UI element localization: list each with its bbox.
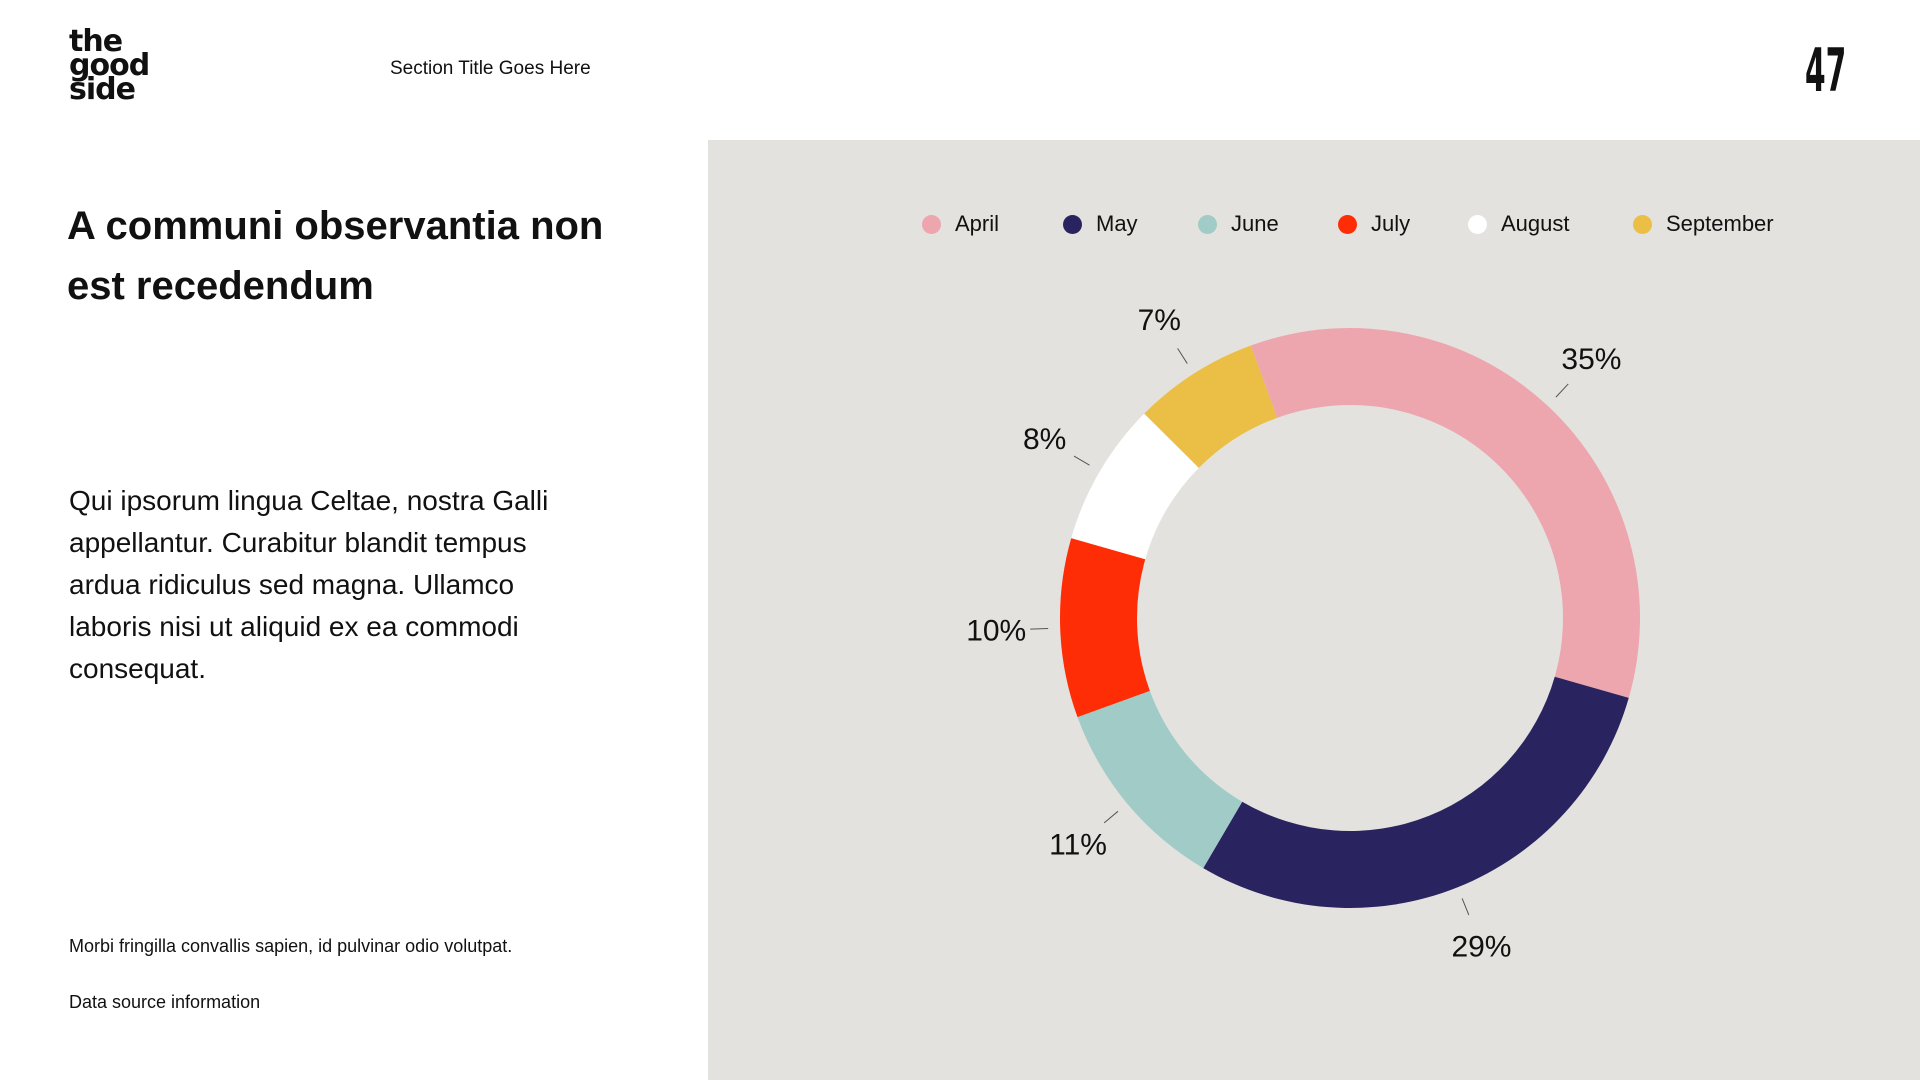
legend-item-june: June — [1198, 204, 1279, 244]
data-label-july: 10% — [966, 614, 1026, 647]
logo-line-the: the — [69, 24, 123, 59]
legend-label-april: April — [955, 211, 1000, 236]
body-text: Qui ipsorum lingua Celtae, nostra Galli … — [69, 485, 549, 684]
data-label-august: 8% — [1023, 423, 1066, 456]
leader-line-april — [1555, 383, 1569, 398]
data-label-april: 35% — [1561, 343, 1621, 376]
leader-line-may — [1461, 898, 1470, 916]
logo-line-side: side — [69, 72, 136, 107]
legend-item-april: April — [922, 204, 999, 244]
donut-slice-june — [1077, 690, 1243, 869]
footnote: Morbi fringilla convallis sapien, id pul… — [69, 936, 513, 956]
legend-label-july: July — [1371, 211, 1411, 236]
leader-line-september — [1177, 348, 1188, 364]
headline: A communi observantia non est recedendum — [67, 204, 604, 308]
logo-line-good: good — [69, 48, 150, 83]
legend-swatch-august — [1468, 214, 1487, 234]
data-label-september: 7% — [1138, 304, 1181, 337]
legend-item-july: July — [1338, 204, 1410, 244]
legend-swatch-april — [922, 214, 941, 234]
donut-slice-may — [1203, 676, 1629, 908]
legend-label-june: June — [1231, 211, 1279, 236]
legend-label-may: May — [1096, 211, 1138, 236]
donut-slice-august — [1071, 413, 1199, 560]
chart-panel: April May June July August September 35% 29% 11… — [708, 140, 1920, 1080]
data-label-may: 29% — [1451, 931, 1511, 964]
legend-swatch-july — [1338, 214, 1357, 234]
page-number: 47 — [1805, 36, 1847, 106]
legend-item-may: May — [1063, 204, 1138, 244]
donut-slice-april — [1250, 328, 1640, 698]
donut-slice-july — [1060, 538, 1150, 718]
legend-item-september: September — [1633, 204, 1774, 244]
chart-legend: April May June July August September — [708, 204, 1920, 244]
leader-line-august — [1073, 455, 1090, 466]
legend-swatch-may — [1063, 214, 1082, 234]
donut-chart: 35% 29% 11% 10% 8% 7% — [966, 304, 1640, 964]
data-source: Data source information — [69, 992, 261, 1012]
legend-item-august: August — [1468, 204, 1570, 244]
legend-label-september: September — [1666, 211, 1774, 236]
section-title: Section Title Goes Here — [390, 58, 591, 79]
data-label-june: 11% — [1049, 829, 1107, 862]
donut-slice-september — [1144, 345, 1278, 468]
legend-swatch-september — [1633, 214, 1652, 234]
brand-logo: the good side — [69, 24, 159, 107]
legend-swatch-june — [1198, 214, 1217, 234]
leader-line-june — [1103, 810, 1119, 824]
leader-line-july — [1030, 628, 1049, 630]
legend-label-august: August — [1501, 211, 1570, 236]
